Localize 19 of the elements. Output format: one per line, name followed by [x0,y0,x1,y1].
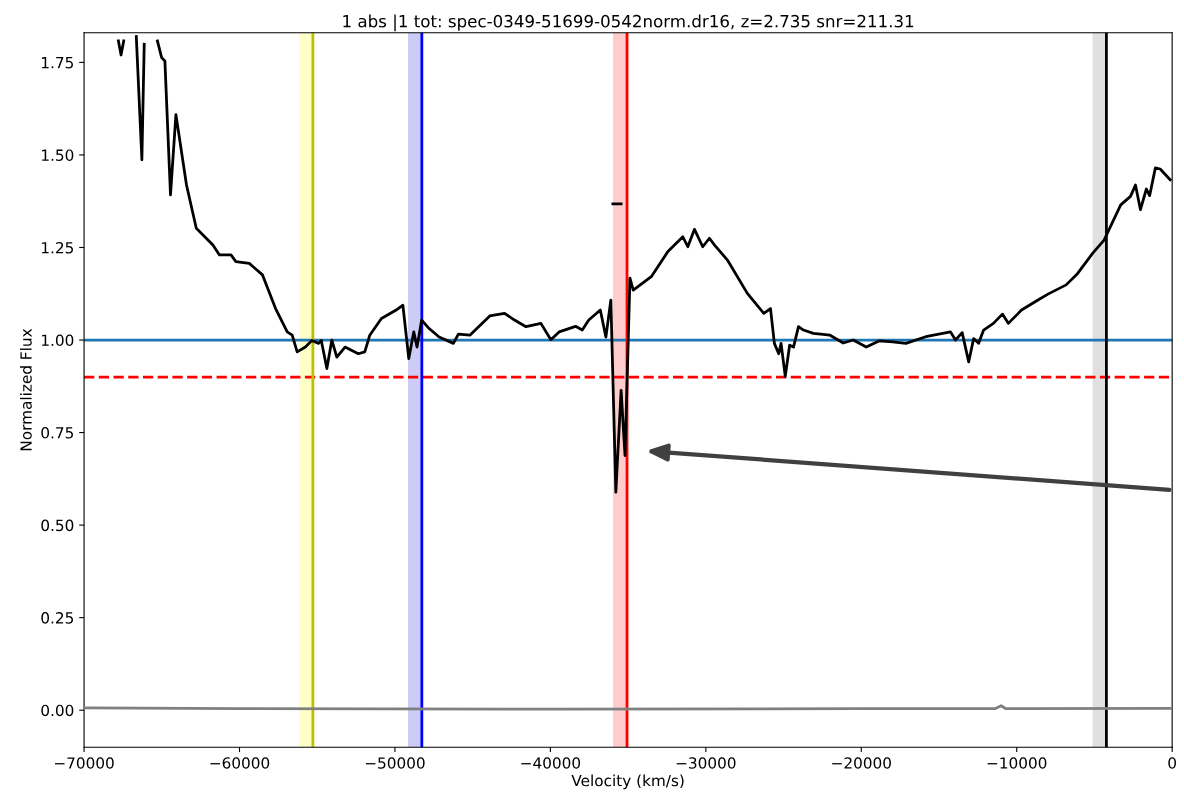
y-tick-label: 1.25 [42,241,74,254]
x-tick-label: −10000 [987,757,1047,769]
y-tick-label: 0.50 [41,519,74,532]
chart-title: 1 abs |1 tot: spec-0349-51699-0542norm.dr16, z=2.735 snr=211.31 [343,14,914,32]
x-tick-label: −60000 [210,757,270,769]
y-tick-label: 0.75 [41,427,74,439]
y-tick-label: 0.25 [41,612,74,624]
x-tick-label: 0 [1168,757,1177,769]
y-tick-label: 1.00 [42,334,74,347]
x-tick-label: −50000 [365,757,425,769]
y-axis-title: Normalized Flux [19,328,32,451]
y-tick-label: 1.75 [42,57,74,69]
x-tick-label: −30000 [676,757,736,769]
x-axis-title: Velocity (km/s) [571,774,684,790]
x-tick-label: −70000 [54,757,114,769]
y-tick-label: 0.00 [41,704,74,717]
y-tick-label: 1.50 [42,149,74,161]
x-tick-label: −40000 [521,757,581,769]
x-tick-label: −20000 [832,757,891,769]
